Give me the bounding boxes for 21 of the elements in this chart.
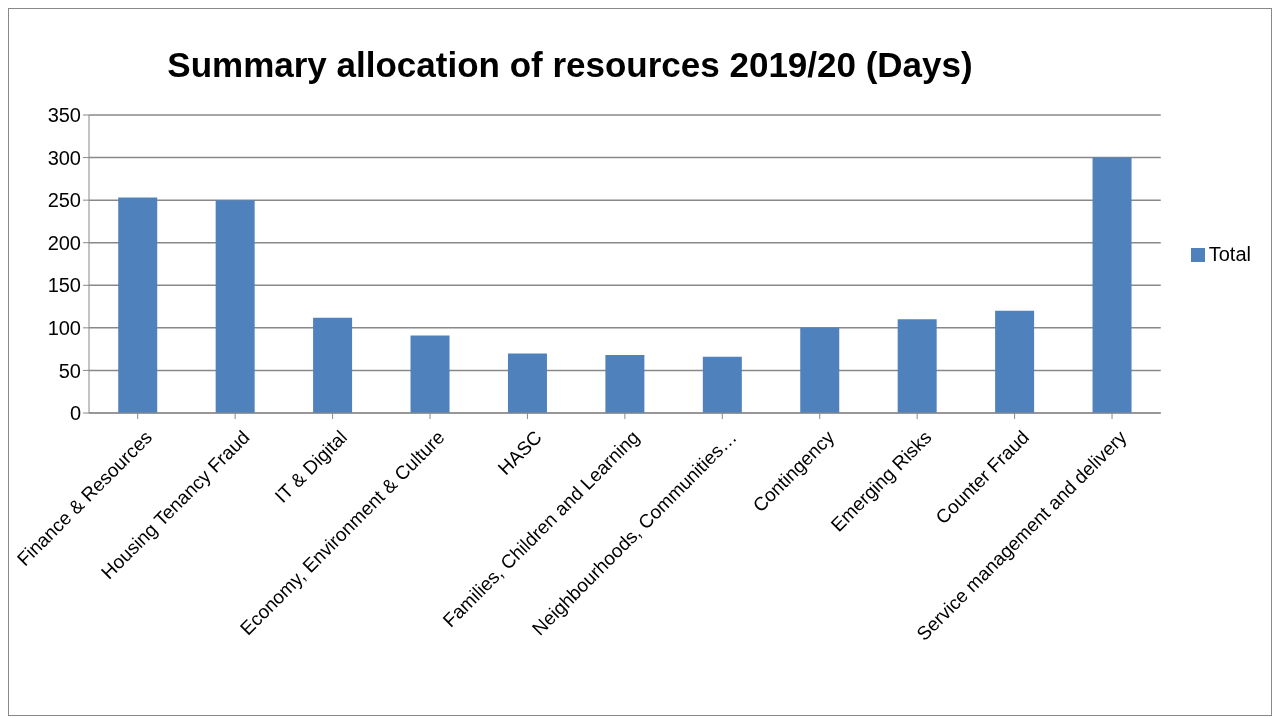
y-tick-label: 50 [58, 359, 81, 382]
bar [605, 355, 645, 413]
bar [897, 319, 937, 413]
legend-label: Total [1208, 242, 1251, 265]
y-tick-label: 350 [47, 104, 81, 127]
bar [313, 317, 353, 413]
bar [995, 310, 1035, 413]
bar [702, 356, 742, 413]
bar [800, 327, 840, 413]
bar [215, 200, 255, 413]
y-tick-label: 200 [47, 231, 81, 254]
y-tick-label: 0 [69, 402, 81, 425]
y-tick-label: 250 [47, 189, 81, 212]
y-tick-label: 150 [47, 274, 81, 297]
bar [410, 335, 450, 413]
y-tick-label: 100 [47, 316, 81, 339]
chart-title: Summary allocation of resources 2019/20 (Days) [166, 45, 974, 86]
bar [507, 353, 547, 413]
bar [118, 197, 158, 413]
y-tick-label: 300 [47, 146, 81, 169]
bar [1092, 157, 1132, 413]
